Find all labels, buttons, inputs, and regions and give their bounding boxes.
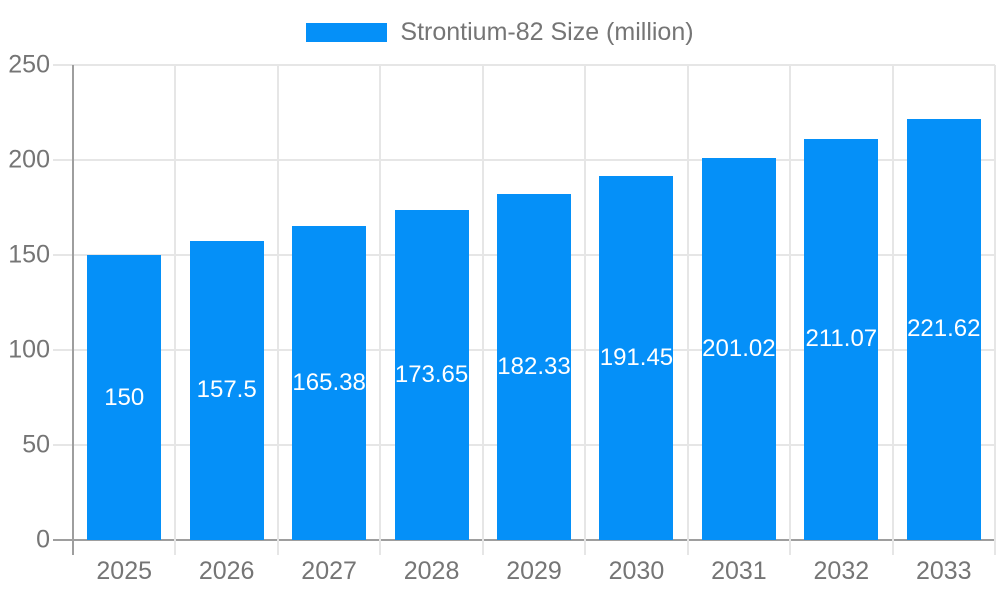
h-gridline <box>53 64 995 66</box>
x-tick-label: 2029 <box>506 557 562 585</box>
bar-2029: 182.33 <box>497 193 571 540</box>
bar-2027: 165.38 <box>292 225 367 540</box>
bar-value-label: 165.38 <box>292 368 366 396</box>
v-gridline <box>584 65 587 555</box>
v-gridline <box>379 65 382 555</box>
v-gridline <box>994 65 996 555</box>
bar-value-label: 221.62 <box>907 315 981 343</box>
bar-value-label: 182.33 <box>497 352 571 380</box>
bar-value-label: 150 <box>104 383 145 411</box>
y-tick-label: 250 <box>8 50 50 79</box>
x-axis-line <box>53 539 995 541</box>
bar-value-label: 211.07 <box>805 325 878 353</box>
v-gridline <box>276 65 279 555</box>
v-gridline <box>686 65 689 555</box>
plot-area: 0 50 100 150 200 250 150 2025 157.5 2026 165.38 202… <box>8 51 996 585</box>
x-tick-label: 2025 <box>96 557 153 585</box>
bar-2030: 191.45 <box>599 176 674 540</box>
x-tick-label: 2026 <box>198 557 255 585</box>
bar-value-label: 191.45 <box>599 344 674 372</box>
legend: Strontium-82 Size (million) <box>0 20 1000 45</box>
x-tick-label: 2033 <box>915 557 972 585</box>
bar-2032: 211.07 <box>804 138 879 540</box>
bar-2031: 201.02 <box>701 158 776 540</box>
v-gridline <box>891 65 894 555</box>
legend-swatch <box>306 23 388 42</box>
x-tick-label: 2031 <box>711 557 767 585</box>
y-tick-label: 100 <box>8 335 50 364</box>
v-gridline <box>481 65 484 555</box>
bar-value-label: 173.65 <box>394 361 469 389</box>
y-tick-label: 200 <box>8 145 50 174</box>
bar-2025: 150 <box>87 255 162 540</box>
y-tick-label: 50 <box>22 430 50 459</box>
x-tick-label: 2032 <box>813 557 870 585</box>
v-gridline <box>789 65 792 555</box>
v-gridline <box>174 65 177 555</box>
bar-2026: 157.5 <box>189 240 264 540</box>
legend-label: Strontium-82 Size (million) <box>400 18 694 46</box>
bar-value-label: 157.5 <box>196 376 257 404</box>
legend-item[interactable]: Strontium-82 Size (million) <box>306 18 694 46</box>
bar-2033: 221.62 <box>906 118 981 540</box>
bar-value-label: 201.02 <box>702 335 776 363</box>
h-gridline <box>53 159 995 161</box>
y-tick-label: 150 <box>8 240 50 269</box>
x-tick-label: 2028 <box>403 557 460 585</box>
y-axis-line <box>72 65 74 555</box>
bar-2028: 173.65 <box>394 210 469 540</box>
y-tick-label: 0 <box>36 525 50 554</box>
x-tick-label: 2030 <box>608 557 665 585</box>
x-tick-label: 2027 <box>301 557 357 585</box>
